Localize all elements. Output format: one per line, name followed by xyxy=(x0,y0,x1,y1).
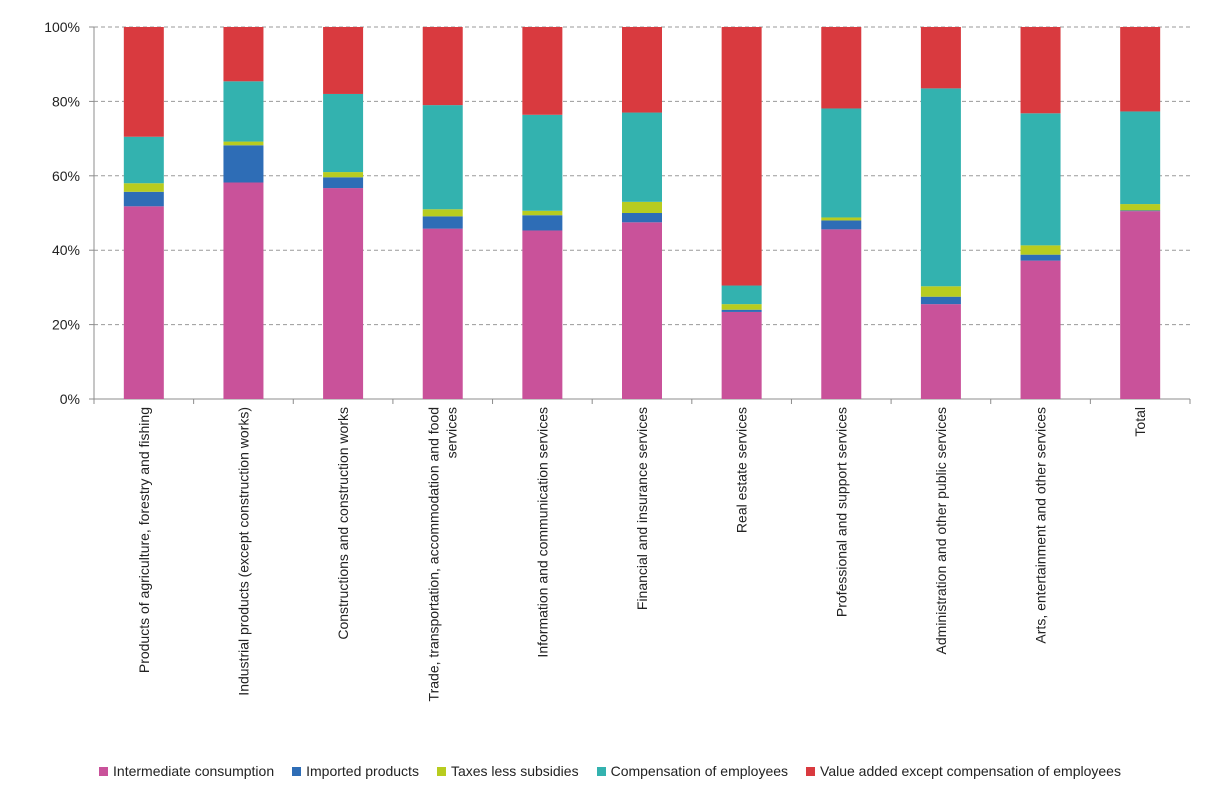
y-tick-labels: 0% 20% 40% 60% 80% 100% xyxy=(44,19,80,407)
legend-item: Intermediate consumption xyxy=(99,763,274,779)
bar-segment xyxy=(920,304,961,399)
bar-segment xyxy=(1020,27,1061,114)
bar-segment xyxy=(123,191,164,207)
bar-segment xyxy=(522,215,563,231)
bar-segment xyxy=(223,182,264,399)
bar-segment xyxy=(323,172,364,178)
bar-segment xyxy=(1120,27,1161,112)
bar-segment xyxy=(1020,254,1061,261)
legend-label: Compensation of employees xyxy=(610,763,789,779)
bar-segment xyxy=(920,88,961,287)
x-tick-label: Industrial products (except construction… xyxy=(235,407,251,696)
bar-segment xyxy=(323,177,364,189)
bars xyxy=(123,27,1161,399)
bar-segment xyxy=(223,27,264,82)
x-tick-label: Professional and support services xyxy=(833,407,849,617)
legend-swatch xyxy=(292,766,302,776)
bar-segment xyxy=(920,286,961,297)
bar-segment xyxy=(622,201,662,213)
bar-segment xyxy=(422,216,463,229)
bar-segment xyxy=(522,210,563,216)
bar-segment xyxy=(721,311,762,399)
bar-segment xyxy=(920,27,961,89)
legend-label: Imported products xyxy=(306,763,419,779)
legend-item: Taxes less subsidies xyxy=(436,763,579,779)
bar-segment xyxy=(522,230,563,399)
bar-segment xyxy=(1120,204,1161,211)
legend-swatch xyxy=(806,766,816,776)
bar-segment xyxy=(223,141,264,146)
bar-segment xyxy=(821,27,862,109)
y-tick-label: 40% xyxy=(52,242,80,258)
legend-label: Intermediate consumption xyxy=(113,763,275,779)
bar-segment xyxy=(323,27,364,94)
bar-segment xyxy=(522,27,563,115)
bar-segment xyxy=(123,206,164,399)
bar-segment xyxy=(622,222,662,399)
bar-segment xyxy=(323,188,364,399)
y-tick-label: 60% xyxy=(52,168,80,184)
x-tick-label: Arts, entertainment and other services xyxy=(1033,407,1049,644)
bar-segment xyxy=(1020,260,1061,399)
x-tick-label: Total xyxy=(1132,407,1148,437)
legend-label: Taxes less subsidies xyxy=(450,763,579,779)
bar-segment xyxy=(522,114,563,211)
legend-item: Compensation of employees xyxy=(596,763,789,779)
y-tick-label: 20% xyxy=(52,317,80,333)
legend-item: Value added except compensation of emplo… xyxy=(806,763,1121,779)
x-tick-label: Financial and insurance services xyxy=(634,407,650,610)
legend-item: Imported products xyxy=(292,763,419,779)
bar-segment xyxy=(1120,111,1161,205)
x-tick-label: Information and communication services xyxy=(534,407,550,658)
bar-segment xyxy=(1120,211,1161,399)
bar-segment xyxy=(1020,113,1061,246)
legend-swatch xyxy=(99,766,109,776)
bar-segment xyxy=(721,309,762,312)
bar-segment xyxy=(622,27,662,113)
bar-segment xyxy=(1020,245,1061,255)
bar-segment xyxy=(821,220,862,230)
bar-segment xyxy=(123,183,164,192)
x-tick-label: Products of agriculture, forestry and fi… xyxy=(136,407,152,673)
x-tick-label: Trade, transportation, accommodation and… xyxy=(426,407,460,701)
x-tick-labels: Products of agriculture, forestry and fi… xyxy=(136,407,1148,701)
x-tick-label: Administration and other public services xyxy=(933,407,949,654)
bar-segment xyxy=(821,229,862,399)
bar-segment xyxy=(323,93,364,173)
y-tick-label: 0% xyxy=(60,391,80,407)
bar-segment xyxy=(622,213,662,223)
bar-segment xyxy=(821,217,862,221)
legend-swatch xyxy=(436,766,446,776)
bar-segment xyxy=(622,112,662,202)
bar-segment xyxy=(721,27,762,286)
bar-segment xyxy=(821,108,862,218)
y-tick-label: 80% xyxy=(52,93,80,109)
x-tick-label: Constructions and construction works xyxy=(335,407,351,640)
bar-segment xyxy=(721,304,762,310)
bar-segment xyxy=(223,145,264,183)
x-tick-label: Real estate services xyxy=(734,407,750,533)
bar-segment xyxy=(123,136,164,184)
bar-segment xyxy=(1120,210,1161,212)
bar-segment xyxy=(223,81,264,142)
bar-segment xyxy=(123,27,164,137)
legend-label: Value added except compensation of emplo… xyxy=(820,763,1121,779)
bar-segment xyxy=(422,105,463,210)
y-tick-label: 100% xyxy=(44,19,80,35)
bar-segment xyxy=(422,209,463,217)
bar-segment xyxy=(721,285,762,305)
chart-legend: Intermediate consumption Imported product… xyxy=(0,760,1220,782)
bar-segment xyxy=(422,27,463,106)
bar-segment xyxy=(920,296,961,305)
bar-segment xyxy=(422,228,463,399)
legend-swatch xyxy=(596,766,606,776)
